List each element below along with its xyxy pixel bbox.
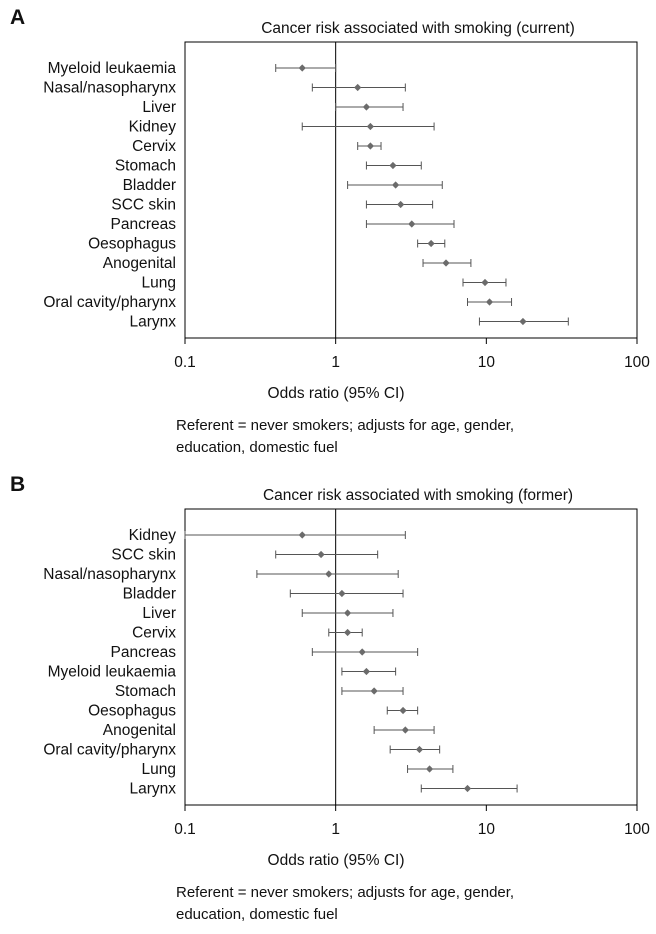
category-label: Larynx: [129, 781, 176, 798]
category-label: Kidney: [129, 119, 177, 136]
odds-ratio-point: [392, 181, 400, 189]
panel-letter: B: [10, 473, 26, 496]
odds-ratio-point: [463, 784, 472, 793]
category-label: Anogenital: [103, 255, 176, 272]
category-label: Oral cavity/pharynx: [43, 294, 176, 311]
panel-a: A Cancer risk associated with smoking (c…: [10, 6, 650, 456]
x-tick-label: 100: [624, 354, 650, 371]
odds-ratio-point: [415, 745, 424, 754]
category-label: Nasal/nasopharynx: [43, 566, 176, 583]
odds-ratio-point: [401, 726, 409, 734]
odds-ratio-point: [399, 706, 407, 715]
forest-plot-a: 0.1 1 10 100 Myeloid leukaemia Nasal/nasophar…: [43, 41, 650, 371]
odds-ratio-point: [427, 239, 435, 248]
odds-ratio-point: [519, 317, 527, 326]
x-tick-label: 10: [478, 354, 496, 371]
odds-ratio-point: [481, 278, 489, 287]
odds-ratio-point: [317, 550, 325, 559]
x-tick-label: 0.1: [174, 821, 196, 838]
odds-ratio-point: [338, 589, 346, 598]
odds-ratio-point: [389, 161, 397, 170]
odds-ratio-point: [362, 103, 371, 111]
category-label: Pancreas: [111, 216, 177, 233]
category-label: Myeloid leukaemia: [48, 60, 177, 77]
chart-title: Cancer risk associated with smoking (cur…: [261, 20, 575, 37]
category-label: Stomach: [115, 158, 176, 175]
category-label: Myeloid leukaemia: [48, 664, 177, 681]
odds-ratio-point: [370, 687, 378, 695]
odds-ratio-point: [366, 122, 374, 131]
odds-ratio-point: [298, 531, 306, 539]
odds-ratio-point: [354, 83, 362, 92]
odds-ratio-point: [343, 609, 352, 617]
category-label: Stomach: [115, 683, 176, 700]
category-label: Oesophagus: [88, 236, 176, 253]
odds-ratio-point: [366, 142, 374, 150]
category-label: Kidney: [129, 527, 177, 544]
odds-ratio-point: [362, 667, 371, 676]
plot-frame: [184, 508, 638, 806]
odds-ratio-point: [485, 298, 494, 306]
panel-b: B Cancer risk associated with smoking (f…: [0, 467, 656, 934]
x-tick-label: 1: [331, 354, 340, 371]
category-label: Larynx: [129, 314, 176, 331]
category-label: Cervix: [132, 138, 176, 155]
category-label: Lung: [142, 761, 176, 778]
plot-frame: [184, 41, 638, 339]
panel-letter: A: [10, 6, 26, 29]
x-tick-label: 0.1: [174, 354, 196, 371]
category-label: SCC skin: [111, 547, 176, 564]
odds-ratio-point: [358, 648, 366, 656]
footnote: Referent = never smokers; adjusts for ag…: [176, 417, 515, 456]
odds-ratio-point: [442, 259, 450, 267]
category-label: Nasal/nasopharynx: [43, 80, 176, 97]
category-label: Pancreas: [111, 644, 177, 661]
category-label: Bladder: [123, 177, 176, 194]
category-label: Liver: [142, 605, 176, 622]
x-tick-label: 10: [478, 821, 496, 838]
category-label: SCC skin: [111, 197, 176, 214]
x-tick-label: 1: [331, 821, 340, 838]
odds-ratio-point: [325, 570, 333, 578]
odds-ratio-point: [397, 200, 405, 209]
odds-ratio-point: [298, 64, 306, 72]
odds-ratio-point: [408, 220, 416, 228]
category-label: Anogenital: [103, 722, 176, 739]
chart-title: Cancer risk associated with smoking (for…: [262, 487, 574, 504]
odds-ratio-point: [425, 765, 434, 773]
odds-ratio-point: [343, 628, 352, 637]
category-label: Oral cavity/pharynx: [43, 742, 176, 759]
category-label: Lung: [142, 275, 176, 292]
x-tick-label: 100: [624, 821, 650, 838]
forest-plot-b: 0.1 1 10 100 Kidney SCC skin Nasal/nasopharynx…: [43, 508, 650, 838]
category-label: Oesophagus: [88, 703, 176, 720]
category-label: Liver: [142, 99, 176, 116]
category-label: Bladder: [123, 586, 176, 603]
footnote: Referent = never smokers; adjusts for ag…: [176, 884, 515, 923]
category-label: Cervix: [132, 625, 176, 642]
